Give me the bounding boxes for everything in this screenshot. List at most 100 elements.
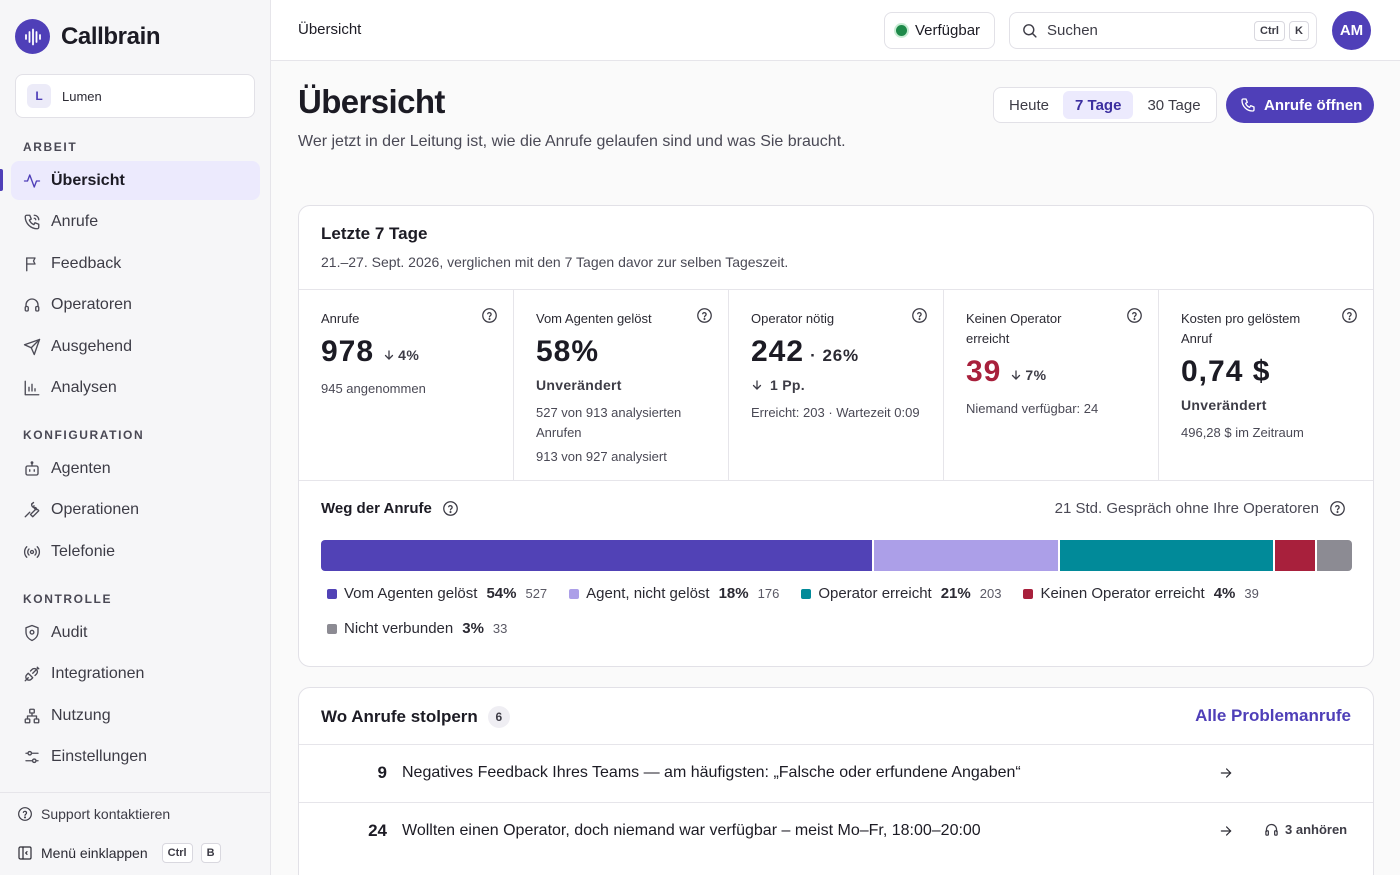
sidebar-item-label: Audit [51,623,88,641]
flow-segment[interactable] [874,540,1059,571]
sidebar-item-operatoren[interactable]: Operatoren [11,285,260,324]
sidebar-item-analysen[interactable]: Analysen [11,368,260,407]
issue-row[interactable]: 24 Wollten einen Operator, doch niemand … [299,802,1373,860]
flow-segment[interactable] [1274,540,1316,571]
kpi-note: 945 angenommen [321,381,426,396]
legend-label: Keinen Operator erreicht [1040,585,1205,602]
availability-toggle[interactable]: Verfügbar [884,12,995,49]
sidebar-item-label: Einstellungen [51,747,148,765]
issue-row[interactable]: 9 Negatives Feedback Ihres Teams — am hä… [299,744,1373,802]
arrow-down-icon [1012,370,1021,380]
bar-chart-icon [24,380,40,395]
range-option-7-days[interactable]: 7 Tage [1063,91,1134,119]
sidebar-item-uebersicht[interactable]: Übersicht [11,161,260,200]
range-option-30-days[interactable]: 30 Tage [1147,96,1201,114]
issue-count: 24 [368,821,387,840]
range-option-today[interactable]: Heute [1009,96,1050,114]
kpi-note: 527 von 913 analysierten Anrufen [536,405,682,440]
arrow-right-icon[interactable] [1219,766,1233,780]
kpi-separator: · [810,346,817,365]
kpi-operator-needed[interactable]: Operator nötig 242 · 26% 1 Pp. Erreicht:… [729,290,944,481]
sidebar-item-audit[interactable]: Audit [11,613,260,652]
flow-duration: 21 Std. Gespräch ohne Ihre Operatoren [1055,500,1346,517]
sidebar-item-label: Nutzung [51,706,111,724]
arrow-down-icon [384,350,394,360]
phone-icon [24,214,40,229]
help-circle-icon[interactable] [1329,500,1346,517]
sidebar-item-label: Anrufe [51,212,99,230]
kpi-share: 26% [822,346,859,365]
listen-button[interactable]: 3 anhören [1264,822,1347,837]
status-dot-icon [896,25,907,36]
avatar[interactable]: AM [1332,11,1371,50]
legend-count: 527 [525,586,548,601]
help-circle-icon [18,807,32,821]
flow-duration-text: 21 Std. Gespräch ohne Ihre Operatoren [1054,500,1319,517]
kpi-resolved[interactable]: Vom Agenten gelöst 58% Unverändert 527 v… [514,290,729,481]
support-link[interactable]: Support kontaktieren [17,806,170,822]
flow-segment[interactable] [1060,540,1273,571]
sidebar-item-agenten[interactable]: Agenten [11,449,260,488]
help-circle-icon[interactable] [1341,307,1358,324]
kpi-label: Anrufe [321,311,360,326]
legend-item: Agent, nicht gelöst 18% 176 [569,584,779,603]
arrow-right-icon[interactable] [1219,824,1233,838]
legend-item: Keinen Operator erreicht 4% 39 [1023,584,1259,603]
sidebar-item-label: Agenten [51,459,111,477]
kpi-value: 0,74 $ [1181,355,1271,388]
kpi-row: Anrufe 978 4% 945 angenommen Vom Agenten… [299,290,1373,481]
radio-icon [23,545,41,558]
help-circle-icon[interactable] [911,307,928,324]
sliders-icon [25,750,39,763]
workspace-switcher[interactable]: L Lumen [15,74,255,118]
brand[interactable]: Callbrain [15,19,160,54]
issues-card: Wo Anrufe stolpern 6 Alle Problemanrufe … [298,687,1374,875]
arrow-down-icon [752,380,762,390]
sidebar-item-integrationen[interactable]: Integrationen [11,654,260,693]
sidebar-item-label: Analysen [51,378,117,396]
kpi-label: Keinen Operator erreicht [966,311,1062,346]
summary-card: Letzte 7 Tage 21.–27. Sept. 2026, vergli… [298,205,1374,667]
kpi-delta: 7% [1010,367,1046,383]
page-subtitle: Wer jetzt in der Leitung ist, wie die An… [298,133,846,150]
sidebar-item-label: Integrationen [51,664,145,682]
sidebar-item-feedback[interactable]: Feedback [11,244,260,283]
flag-icon [26,256,36,271]
page-title: Übersicht [298,83,445,120]
topbar: Übersicht Verfügbar Ctrl K AM [271,0,1400,61]
collapse-menu-button[interactable]: Menü einklappen Ctrl B [17,843,221,863]
help-circle-icon[interactable] [696,307,713,324]
legend-swatch [327,623,337,634]
flow-segment[interactable] [1317,540,1352,571]
search-input[interactable] [1047,22,1237,39]
flow-title: Weg der Anrufe [321,500,459,517]
help-circle-icon[interactable] [481,307,498,324]
sidebar-item-nutzung[interactable]: Nutzung [11,696,260,735]
help-circle-icon[interactable] [1126,307,1143,324]
kpi-no-operator[interactable]: Keinen Operator erreicht 39 7% Niemand v… [944,290,1159,481]
flow-segment[interactable] [321,540,873,571]
call-flow-legend: Vom Agenten gelöst 54% 527 Agent, nicht gel… [327,584,1327,638]
sidebar-item-label: Telefonie [51,542,116,560]
sidebar-item-einstellungen[interactable]: Einstellungen [11,737,260,776]
summary-title: Letzte 7 Tage [321,224,428,243]
legend-label: Vom Agenten gelöst [344,585,478,602]
kpi-status: Unverändert [536,377,622,393]
sidebar-item-anrufe[interactable]: Anrufe [11,202,260,241]
kpi-calls[interactable]: Anrufe 978 4% 945 angenommen [299,290,514,481]
legend-item: Operator erreicht 21% 203 [801,584,1001,603]
open-calls-button[interactable]: Anrufe öffnen [1226,87,1374,123]
sidebar-item-telefonie[interactable]: Telefonie [11,532,260,571]
sidebar-item-ausgehend[interactable]: Ausgehend [11,327,260,366]
brand-name: Callbrain [61,22,161,50]
shortcut-key-k: K [1289,20,1309,41]
sidebar-divider [0,792,271,793]
sidebar-item-operationen[interactable]: Operationen [11,490,260,529]
kpi-cost[interactable]: Kosten pro gelöstem Anruf 0,74 $ Unverän… [1159,290,1373,481]
help-circle-icon[interactable] [442,500,459,517]
all-problem-calls-link[interactable]: Alle Problemanrufe [1195,706,1351,725]
shortcut-key-ctrl: Ctrl [1254,20,1285,41]
sidebar-item-label: Ausgehend [51,337,132,355]
search-box[interactable]: Ctrl K [1009,12,1317,49]
active-indicator [0,169,3,191]
